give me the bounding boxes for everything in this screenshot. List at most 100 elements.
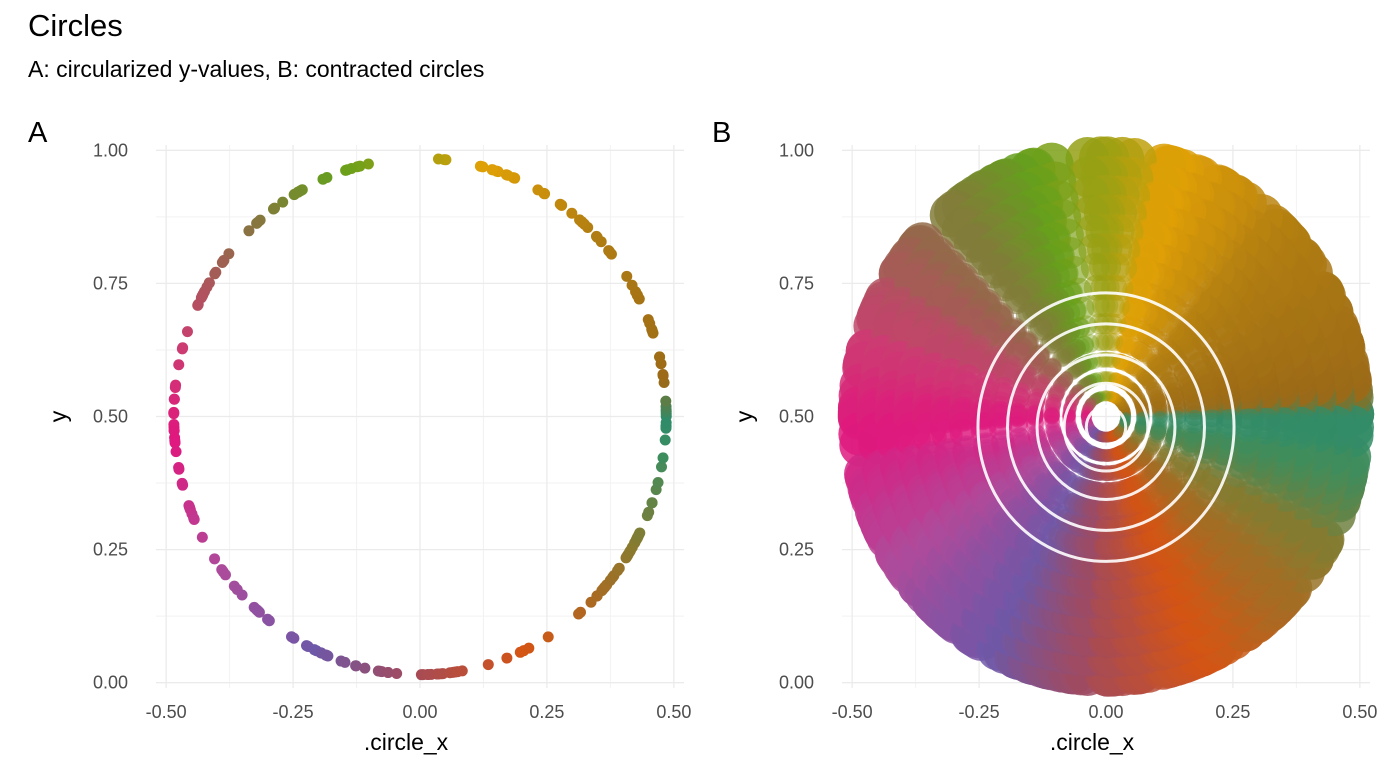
data-point [1049, 433, 1066, 450]
data-point [1143, 377, 1160, 393]
data-point [1065, 424, 1079, 439]
data-point [1069, 387, 1083, 401]
data-point [1082, 497, 1104, 519]
data-point [1071, 435, 1085, 449]
data-point [1097, 482, 1116, 501]
data-point [1143, 463, 1163, 483]
contraction-ring [1062, 381, 1150, 473]
data-point [1109, 392, 1121, 404]
data-point [1149, 426, 1166, 443]
data-point [1079, 479, 1099, 499]
data-point [1043, 408, 1060, 425]
data-point [655, 461, 667, 473]
data-point [1042, 456, 1062, 475]
data-point [219, 569, 231, 581]
data-point [1049, 382, 1066, 399]
data-point [1091, 332, 1110, 352]
data-point [1043, 407, 1060, 424]
data-point [1111, 394, 1123, 405]
data-point [1084, 480, 1103, 500]
data-point [1073, 437, 1088, 452]
data-point [1044, 397, 1061, 414]
data-point [1113, 445, 1127, 460]
data-point [1128, 386, 1143, 400]
data-point [1113, 334, 1133, 353]
data-point [1086, 481, 1105, 500]
data-point [1177, 441, 1199, 463]
data-point [1171, 453, 1193, 475]
data-point [1134, 422, 1148, 436]
data-point [1130, 341, 1149, 360]
data-point [1111, 446, 1126, 460]
data-point [339, 656, 351, 668]
data-point [1044, 403, 1060, 420]
data-point [1153, 361, 1172, 380]
data-point [192, 299, 204, 311]
data-point [1020, 455, 1042, 477]
data-point [1033, 472, 1055, 494]
data-point [1131, 428, 1146, 442]
data-point [1087, 446, 1102, 461]
data-point [1111, 428, 1123, 439]
data-point [1151, 417, 1168, 434]
data-point [1010, 433, 1032, 455]
data-point [1105, 431, 1117, 442]
data-point [1079, 442, 1094, 457]
data-point [1156, 365, 1175, 385]
data-point [1158, 340, 1180, 362]
data-point [1119, 460, 1136, 477]
data-point [1112, 445, 1126, 460]
data-point [1149, 357, 1169, 376]
data-point [1158, 340, 1179, 362]
y-tick-label: 1.00 [93, 140, 128, 160]
x-axis-title: .circle_x [1050, 729, 1135, 755]
data-point [1052, 377, 1069, 394]
data-point [1113, 445, 1127, 459]
data-point [1106, 430, 1118, 442]
data-point [1090, 393, 1102, 405]
data-point [1183, 420, 1205, 442]
data-point [1107, 391, 1119, 403]
data-point [1100, 390, 1112, 402]
data-point [1071, 384, 1085, 398]
data-point [1179, 436, 1201, 458]
data-point [1007, 398, 1029, 420]
data-point [1028, 345, 1050, 367]
data-point [362, 158, 374, 170]
data-point [1048, 431, 1065, 448]
data-point [1102, 390, 1114, 402]
data-point [1086, 425, 1098, 437]
data-point [1113, 426, 1125, 438]
data-point [1115, 444, 1129, 459]
data-point [1143, 439, 1160, 456]
data-point [1126, 435, 1141, 450]
data-point [1013, 370, 1035, 392]
data-point [1141, 442, 1158, 459]
data-point [1014, 444, 1036, 466]
data-point [1114, 445, 1128, 459]
data-point [1141, 349, 1161, 368]
data-point [1123, 438, 1138, 453]
data-point [1150, 392, 1167, 409]
data-point [1117, 478, 1136, 498]
data-point [1130, 388, 1144, 402]
data-point [1144, 463, 1163, 482]
data-point [1115, 397, 1127, 409]
data-point [263, 615, 275, 627]
data-point [1079, 479, 1099, 499]
data-point [1067, 430, 1082, 444]
data-point [1086, 446, 1100, 460]
data-point [1046, 426, 1063, 443]
data-point [1114, 425, 1126, 437]
points [837, 136, 1375, 697]
data-point [1114, 396, 1126, 408]
data-point [1105, 391, 1117, 403]
data-point [1045, 394, 1062, 411]
data-point [1106, 391, 1118, 403]
data-point [1109, 446, 1124, 461]
data-point [1109, 392, 1121, 404]
data-point [1081, 334, 1100, 353]
data-point [1184, 409, 1206, 431]
data-point [1064, 493, 1086, 515]
data-point [1165, 349, 1187, 371]
